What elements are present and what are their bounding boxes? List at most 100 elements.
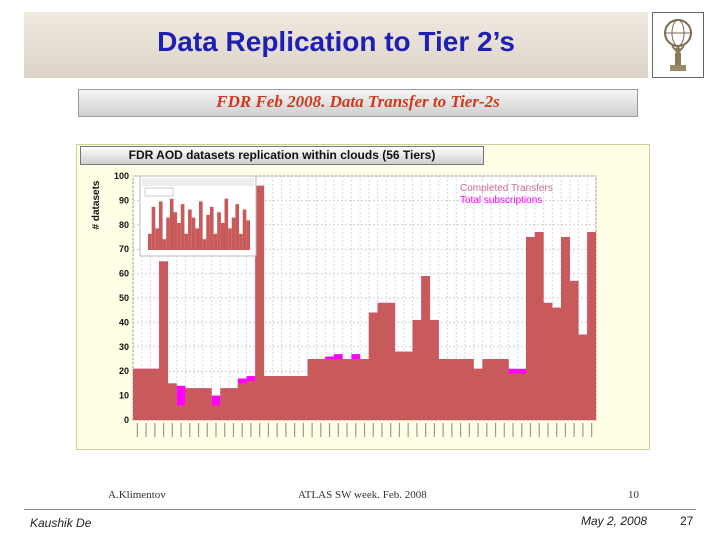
inset-bar — [199, 201, 203, 250]
chart-title-box — [80, 146, 484, 165]
bar-completed — [229, 388, 238, 420]
bar-completed — [255, 185, 265, 420]
inset-thumbnail — [139, 175, 257, 257]
y-tick-label: 30 — [119, 342, 129, 352]
bar-completed — [482, 359, 492, 420]
atlas-figure-icon — [664, 19, 692, 71]
inset-bar — [209, 206, 214, 250]
bar-completed — [237, 383, 247, 420]
bar-completed — [456, 359, 465, 420]
y-tick-label: 100 — [114, 171, 129, 181]
bar-completed — [176, 405, 186, 420]
bar-completed — [220, 388, 230, 420]
inset-bar — [213, 233, 218, 250]
bar-completed — [194, 388, 203, 420]
bar-completed — [159, 261, 168, 420]
bar-completed — [543, 302, 553, 420]
inset-bar — [246, 220, 250, 250]
bar-completed — [464, 359, 474, 420]
subtitle-banner — [78, 89, 638, 117]
embedded-footer-author: A.Klimentov — [108, 489, 166, 501]
bar-completed — [386, 302, 396, 420]
inset-bar — [202, 239, 207, 250]
bar-completed — [316, 359, 326, 420]
bar-completed — [447, 359, 457, 420]
bar-completed — [517, 373, 527, 420]
bar-completed — [264, 376, 273, 420]
title-band — [24, 12, 648, 78]
inset-bar — [158, 201, 163, 250]
bar-completed — [491, 359, 500, 420]
footer-divider — [24, 509, 696, 510]
bar-completed — [578, 334, 588, 420]
y-tick-label: 60 — [119, 269, 129, 279]
bar-completed — [526, 237, 535, 420]
inset-bar — [206, 214, 210, 250]
bar-completed — [133, 368, 142, 420]
bar-completed — [325, 359, 334, 420]
legend-total: Total subscriptions — [460, 195, 542, 206]
inset-bar — [235, 204, 240, 250]
bar-completed — [421, 276, 431, 420]
bar-completed — [333, 359, 343, 420]
embedded-footer-page: 10 — [628, 489, 639, 501]
bar-completed — [246, 380, 256, 420]
y-axis-label: # datasets — [91, 180, 102, 229]
bar-completed — [281, 376, 291, 420]
bar-completed — [561, 237, 570, 420]
inset-bar — [162, 239, 167, 250]
bar-completed — [360, 359, 369, 420]
footer-date: May 2, 2008 — [581, 514, 648, 528]
inset-bar — [151, 206, 156, 250]
bar-completed — [395, 351, 404, 420]
bar-completed — [298, 376, 308, 420]
bar-total — [176, 385, 186, 420]
bar-completed — [587, 232, 596, 420]
y-tick-label: 40 — [119, 317, 129, 327]
inset-bar — [148, 233, 152, 250]
page-number: 27 — [680, 514, 694, 528]
y-tick-label: 20 — [119, 366, 129, 376]
inset-bar — [191, 217, 196, 250]
bar-completed — [342, 359, 352, 420]
bar-completed — [569, 280, 579, 420]
inset-bar — [169, 198, 174, 250]
bar-completed — [412, 319, 422, 420]
bar-completed — [290, 376, 299, 420]
y-tick-label: 50 — [119, 293, 129, 303]
inset-bar — [155, 228, 159, 250]
inset-bar — [177, 223, 181, 250]
bar-completed — [185, 388, 195, 420]
bar-completed — [150, 368, 160, 420]
bar-completed — [211, 405, 221, 420]
y-tick-label: 80 — [119, 220, 129, 230]
y-tick-label: 0 — [124, 415, 129, 425]
inset-legend — [144, 187, 174, 197]
bar-completed — [141, 368, 151, 420]
bar-completed — [368, 312, 378, 420]
inset-bar — [217, 212, 221, 250]
y-tick-label: 90 — [119, 195, 129, 205]
atlas-logo — [652, 12, 704, 78]
inset-bar — [166, 217, 170, 250]
inset-bar — [188, 209, 192, 250]
inset-bar — [195, 228, 199, 250]
bar-completed — [499, 359, 509, 420]
embedded-footer-event: ATLAS SW week. Feb. 2008 — [298, 489, 427, 501]
bar-completed — [202, 388, 212, 420]
bar-completed — [473, 368, 483, 420]
inset-bar — [224, 198, 229, 250]
footer-author: Kaushik De — [30, 516, 92, 530]
bar-completed — [377, 302, 387, 420]
bar-completed — [351, 359, 361, 420]
bar-completed — [403, 351, 413, 420]
inset-bar — [184, 233, 189, 250]
inset-bar — [239, 233, 243, 250]
y-tick-label: 70 — [119, 244, 129, 254]
bar-completed — [272, 376, 282, 420]
bar-completed — [552, 307, 562, 420]
y-tick-label: 10 — [119, 391, 129, 401]
inset-bar — [231, 217, 236, 250]
bar-completed — [430, 319, 439, 420]
